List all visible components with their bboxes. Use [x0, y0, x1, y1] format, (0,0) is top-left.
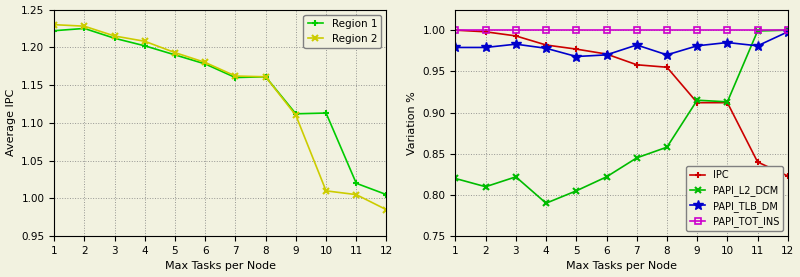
Region 1	[50, 29, 59, 32]
IPC	[481, 30, 490, 34]
Region 1	[110, 37, 119, 40]
PAPI_TLB_DM	[571, 55, 581, 58]
IPC	[783, 174, 793, 178]
PAPI_L2_DCM	[602, 175, 611, 178]
IPC	[542, 43, 551, 47]
Region 1	[79, 27, 89, 30]
PAPI_TOT_INS	[783, 29, 793, 32]
Region 2	[382, 208, 391, 211]
PAPI_L2_DCM	[571, 189, 581, 193]
Line: PAPI_TOT_INS: PAPI_TOT_INS	[452, 27, 791, 34]
PAPI_TOT_INS	[602, 29, 611, 32]
PAPI_TOT_INS	[753, 29, 762, 32]
Line: IPC: IPC	[452, 27, 791, 179]
PAPI_TOT_INS	[722, 29, 732, 32]
IPC	[722, 101, 732, 104]
Region 1	[351, 182, 361, 185]
Region 1	[382, 193, 391, 196]
Region 2	[261, 75, 270, 78]
PAPI_TLB_DM	[481, 46, 490, 49]
Line: PAPI_L2_DCM: PAPI_L2_DCM	[452, 27, 791, 207]
IPC	[571, 47, 581, 51]
PAPI_L2_DCM	[662, 145, 672, 149]
PAPI_TLB_DM	[692, 44, 702, 47]
Line: Region 1: Region 1	[50, 25, 390, 198]
X-axis label: Max Tasks per Node: Max Tasks per Node	[566, 261, 677, 271]
PAPI_TOT_INS	[662, 29, 672, 32]
PAPI_L2_DCM	[753, 29, 762, 33]
PAPI_TLB_DM	[632, 43, 642, 47]
Legend: IPC, PAPI_L2_DCM, PAPI_TLB_DM, PAPI_TOT_INS: IPC, PAPI_L2_DCM, PAPI_TLB_DM, PAPI_TOT_…	[686, 166, 783, 231]
Region 2	[79, 24, 89, 28]
Region 1	[291, 112, 301, 116]
IPC	[632, 63, 642, 66]
PAPI_TLB_DM	[511, 42, 521, 46]
PAPI_L2_DCM	[542, 202, 551, 205]
Region 2	[322, 189, 331, 193]
Region 1	[322, 111, 331, 115]
PAPI_TOT_INS	[481, 29, 490, 32]
PAPI_L2_DCM	[692, 99, 702, 102]
X-axis label: Max Tasks per Node: Max Tasks per Node	[165, 261, 276, 271]
PAPI_TLB_DM	[662, 53, 672, 57]
Region 1	[261, 75, 270, 78]
PAPI_TOT_INS	[571, 29, 581, 32]
Region 1	[140, 44, 150, 47]
PAPI_TLB_DM	[783, 30, 793, 34]
PAPI_L2_DCM	[783, 29, 793, 32]
PAPI_TLB_DM	[542, 47, 551, 50]
Region 2	[110, 34, 119, 38]
PAPI_TOT_INS	[542, 29, 551, 32]
PAPI_L2_DCM	[632, 156, 642, 160]
IPC	[662, 66, 672, 69]
Region 2	[140, 40, 150, 43]
Region 2	[291, 114, 301, 117]
Region 1	[170, 53, 180, 57]
PAPI_L2_DCM	[722, 100, 732, 104]
PAPI_L2_DCM	[450, 177, 460, 180]
PAPI_TOT_INS	[692, 29, 702, 32]
Region 2	[200, 61, 210, 64]
Region 1	[230, 76, 240, 79]
IPC	[602, 52, 611, 56]
PAPI_TLB_DM	[722, 41, 732, 44]
PAPI_TLB_DM	[450, 46, 460, 49]
Y-axis label: Average IPC: Average IPC	[6, 89, 15, 157]
PAPI_L2_DCM	[481, 185, 490, 188]
PAPI_TLB_DM	[753, 44, 762, 47]
IPC	[450, 29, 460, 32]
IPC	[692, 101, 702, 104]
PAPI_L2_DCM	[511, 175, 521, 178]
PAPI_TLB_DM	[602, 53, 611, 57]
Region 2	[170, 51, 180, 54]
IPC	[753, 160, 762, 164]
Region 2	[351, 193, 361, 196]
Region 1	[200, 62, 210, 66]
Legend: Region 1, Region 2: Region 1, Region 2	[303, 15, 382, 48]
Line: Region 2: Region 2	[50, 21, 390, 213]
Line: PAPI_TLB_DM: PAPI_TLB_DM	[450, 27, 793, 61]
PAPI_TOT_INS	[632, 29, 642, 32]
Region 2	[50, 23, 59, 26]
PAPI_TOT_INS	[511, 29, 521, 32]
Region 2	[230, 74, 240, 78]
PAPI_TOT_INS	[450, 29, 460, 32]
Y-axis label: Variation %: Variation %	[407, 91, 417, 155]
IPC	[511, 34, 521, 38]
